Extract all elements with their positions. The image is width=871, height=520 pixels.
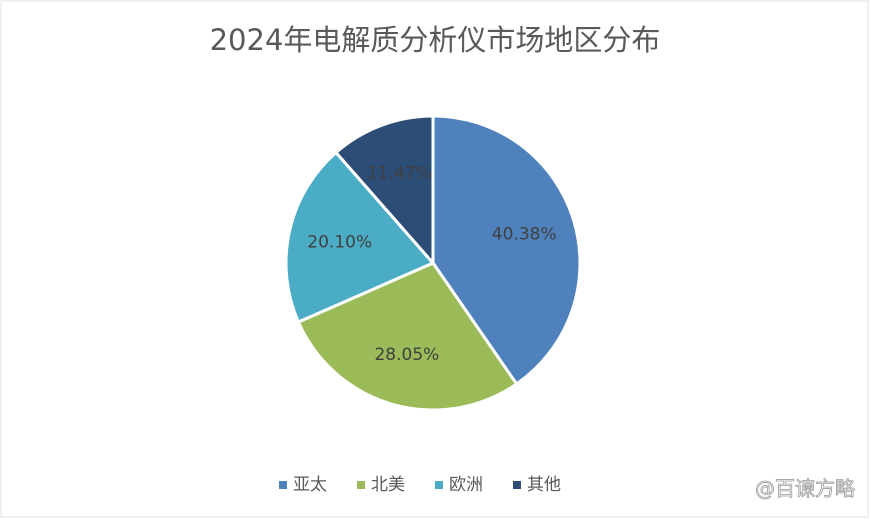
legend-swatch <box>357 481 365 489</box>
pie-slice <box>296 261 519 412</box>
data-label: 11.47% <box>367 164 432 184</box>
legend-swatch <box>513 481 521 489</box>
pie-slice <box>333 114 435 267</box>
data-label: 28.05% <box>374 345 439 365</box>
data-label: 40.38% <box>492 225 557 245</box>
data-label: 20.10% <box>307 232 372 252</box>
chart-title: 2024年电解质分析仪市场地区分布 <box>210 23 661 57</box>
watermark: @百谏方略 <box>755 477 855 501</box>
pie-slice <box>431 114 582 387</box>
legend-swatch <box>279 481 287 489</box>
legend-label: 北美 <box>371 475 405 495</box>
pie-slice <box>284 150 436 324</box>
legend-label: 其他 <box>527 475 561 495</box>
legend-label: 欧洲 <box>449 475 483 495</box>
legend-label: 亚太 <box>293 475 327 495</box>
legend-swatch <box>435 481 443 489</box>
